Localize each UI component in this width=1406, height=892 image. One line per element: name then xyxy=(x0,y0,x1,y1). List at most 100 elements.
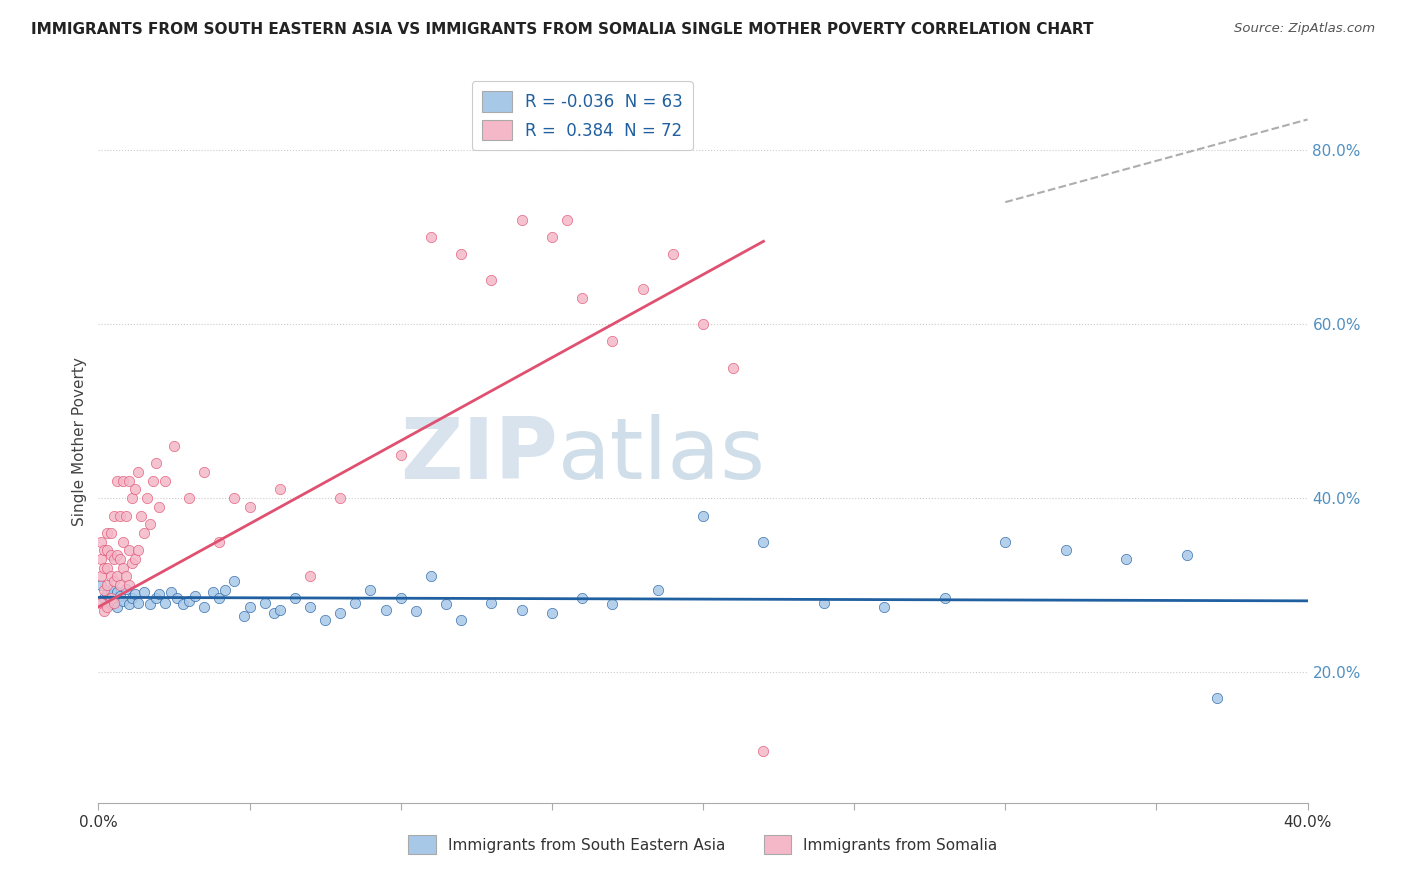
Point xyxy=(105,599,128,614)
Point xyxy=(118,597,141,611)
Point xyxy=(90,596,112,610)
Point xyxy=(360,582,382,597)
Point xyxy=(108,552,131,566)
Point xyxy=(111,534,134,549)
Point xyxy=(224,574,246,588)
Text: ZIP: ZIP xyxy=(401,415,558,498)
Point xyxy=(105,548,128,562)
Point xyxy=(100,591,122,606)
Text: atlas: atlas xyxy=(558,415,766,498)
Point xyxy=(93,582,115,597)
Point xyxy=(163,439,186,453)
Point xyxy=(103,596,125,610)
Point xyxy=(193,599,215,614)
Point xyxy=(540,606,562,620)
Point xyxy=(148,500,170,514)
Point xyxy=(934,591,956,606)
Point xyxy=(93,561,115,575)
Point xyxy=(139,597,162,611)
Point xyxy=(132,525,155,540)
Point xyxy=(555,212,578,227)
Point xyxy=(344,596,367,610)
Point xyxy=(93,543,115,558)
Point xyxy=(111,561,134,575)
Point xyxy=(540,230,562,244)
Point xyxy=(153,596,176,610)
Point xyxy=(108,578,131,592)
Point xyxy=(602,334,624,349)
Point xyxy=(179,491,201,505)
Point xyxy=(96,599,118,614)
Point xyxy=(142,474,165,488)
Point xyxy=(96,587,118,601)
Point xyxy=(93,604,115,618)
Point xyxy=(114,569,136,583)
Point xyxy=(105,474,128,488)
Point xyxy=(103,552,125,566)
Point xyxy=(132,585,155,599)
Text: IMMIGRANTS FROM SOUTH EASTERN ASIA VS IMMIGRANTS FROM SOMALIA SINGLE MOTHER POVE: IMMIGRANTS FROM SOUTH EASTERN ASIA VS IM… xyxy=(31,22,1094,37)
Point xyxy=(148,587,170,601)
Point xyxy=(647,582,669,597)
Point xyxy=(160,585,183,599)
Point xyxy=(752,534,775,549)
Point xyxy=(124,483,146,497)
Point xyxy=(481,596,503,610)
Point xyxy=(96,578,118,592)
Point xyxy=(145,591,167,606)
Point xyxy=(420,230,443,244)
Point xyxy=(208,534,231,549)
Point xyxy=(481,273,503,287)
Point xyxy=(114,508,136,523)
Point xyxy=(661,247,683,261)
Point xyxy=(108,589,131,603)
Point xyxy=(100,525,122,540)
Point xyxy=(124,552,146,566)
Point xyxy=(166,591,188,606)
Point xyxy=(299,599,322,614)
Point xyxy=(114,582,136,596)
Point xyxy=(263,606,285,620)
Point xyxy=(96,561,118,575)
Point xyxy=(105,569,128,583)
Point xyxy=(100,597,122,611)
Point xyxy=(389,591,412,606)
Point xyxy=(1206,691,1229,706)
Point xyxy=(239,500,262,514)
Point xyxy=(121,591,143,606)
Point xyxy=(314,613,336,627)
Point xyxy=(90,534,112,549)
Point xyxy=(571,291,593,305)
Legend: Immigrants from South Eastern Asia, Immigrants from Somalia: Immigrants from South Eastern Asia, Immi… xyxy=(402,830,1004,860)
Point xyxy=(103,574,125,588)
Point xyxy=(232,608,254,623)
Point xyxy=(631,282,654,296)
Point xyxy=(450,613,472,627)
Point xyxy=(124,587,146,601)
Point xyxy=(121,557,143,571)
Point xyxy=(510,602,533,616)
Point xyxy=(127,543,149,558)
Point xyxy=(103,593,125,607)
Point xyxy=(100,582,122,597)
Text: Source: ZipAtlas.com: Source: ZipAtlas.com xyxy=(1234,22,1375,36)
Point xyxy=(127,596,149,610)
Point xyxy=(96,525,118,540)
Point xyxy=(193,465,215,479)
Point xyxy=(96,543,118,558)
Point xyxy=(105,585,128,599)
Point xyxy=(202,585,225,599)
Point xyxy=(214,582,236,597)
Point xyxy=(121,491,143,505)
Point xyxy=(571,591,593,606)
Point xyxy=(752,743,775,757)
Point xyxy=(723,360,745,375)
Point xyxy=(139,517,162,532)
Point xyxy=(692,317,714,331)
Point xyxy=(253,596,276,610)
Point xyxy=(90,569,112,583)
Point xyxy=(103,508,125,523)
Point xyxy=(118,474,141,488)
Point xyxy=(269,483,291,497)
Point xyxy=(434,597,457,611)
